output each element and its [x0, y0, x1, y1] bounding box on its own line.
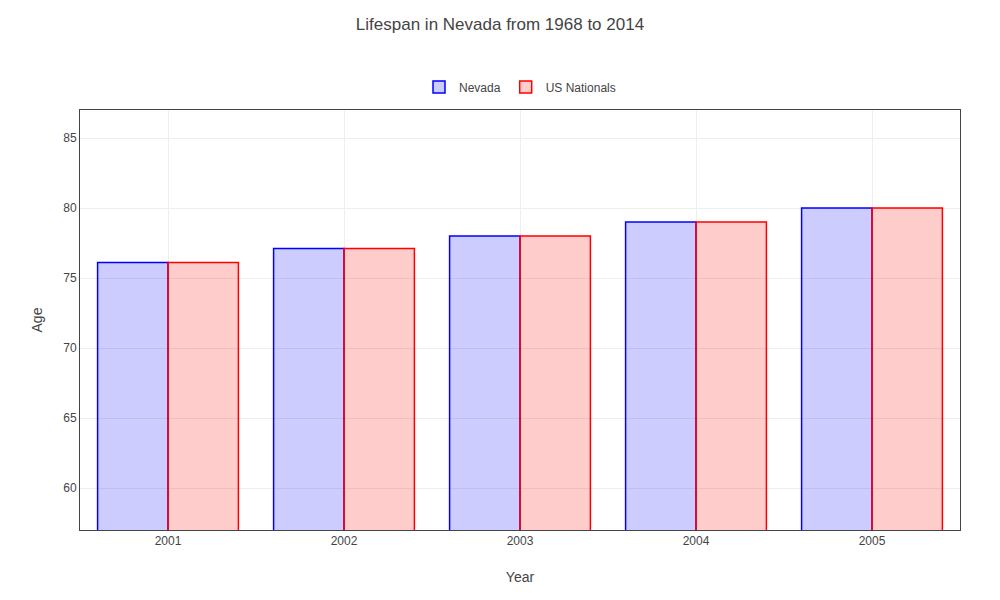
svg-text:65: 65 — [63, 411, 77, 425]
svg-text:80: 80 — [63, 201, 77, 215]
svg-text:Nevada: Nevada — [459, 81, 501, 95]
svg-text:2003: 2003 — [507, 534, 534, 548]
svg-text:Year: Year — [506, 569, 535, 585]
svg-text:2004: 2004 — [683, 534, 710, 548]
svg-text:70: 70 — [63, 341, 77, 355]
svg-text:2002: 2002 — [331, 534, 358, 548]
svg-text:75: 75 — [63, 271, 77, 285]
svg-text:Lifespan in Nevada from 1968 t: Lifespan in Nevada from 1968 to 2014 — [356, 15, 644, 34]
svg-text:Age: Age — [29, 307, 45, 332]
svg-text:60: 60 — [63, 481, 77, 495]
svg-text:US Nationals: US Nationals — [546, 81, 616, 95]
svg-text:2005: 2005 — [859, 534, 886, 548]
svg-text:85: 85 — [63, 131, 77, 145]
svg-text:2001: 2001 — [155, 534, 182, 548]
